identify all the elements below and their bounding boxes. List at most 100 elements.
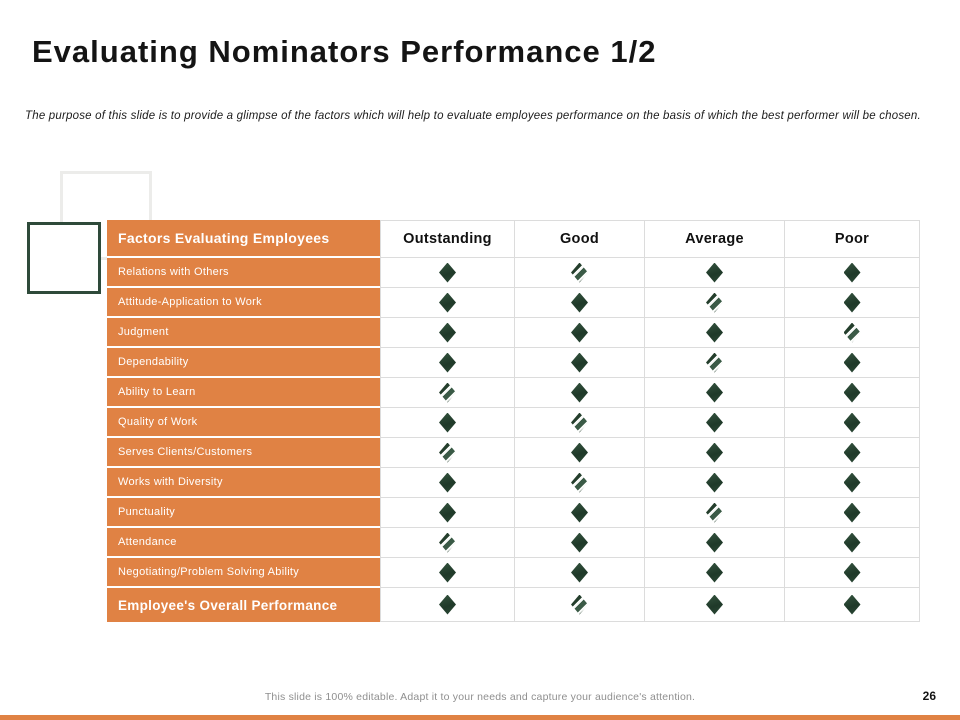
rating-cell bbox=[785, 498, 920, 528]
rating-cell bbox=[380, 588, 515, 622]
rating-cell bbox=[645, 528, 785, 558]
rating-cell bbox=[515, 498, 645, 528]
column-header-outstanding: Outstanding bbox=[380, 220, 515, 258]
diamond-solid-icon bbox=[843, 262, 861, 283]
row-label: Dependability bbox=[107, 348, 380, 378]
diamond-slashed-icon bbox=[706, 352, 723, 373]
diamond-solid-icon bbox=[571, 532, 588, 553]
rating-cell bbox=[785, 558, 920, 588]
diamond-solid-icon bbox=[843, 412, 861, 433]
diamond-slashed-icon bbox=[439, 442, 456, 463]
diamond-solid-icon bbox=[571, 382, 588, 403]
rating-cell bbox=[785, 528, 920, 558]
page-title: Evaluating Nominators Performance 1/2 bbox=[32, 34, 657, 69]
rating-cell bbox=[380, 288, 515, 318]
diamond-solid-icon bbox=[439, 412, 456, 433]
rating-cell bbox=[515, 378, 645, 408]
diamond-slashed-icon bbox=[439, 382, 456, 403]
rating-cell bbox=[515, 438, 645, 468]
row-label: Employee's Overall Performance bbox=[107, 588, 380, 622]
diamond-solid-icon bbox=[571, 562, 588, 583]
rating-cell bbox=[645, 408, 785, 438]
rating-cell bbox=[785, 468, 920, 498]
slide-subtitle: The purpose of this slide is to provide … bbox=[25, 110, 921, 122]
diamond-solid-icon bbox=[571, 502, 588, 523]
table-row: Serves Clients/Customers bbox=[107, 438, 920, 468]
table-row: Dependability bbox=[107, 348, 920, 378]
diamond-solid-icon bbox=[843, 472, 861, 493]
table-row: Ability to Learn bbox=[107, 378, 920, 408]
rating-cell bbox=[785, 318, 920, 348]
diamond-solid-icon bbox=[706, 412, 723, 433]
rating-cell bbox=[515, 468, 645, 498]
rating-cell bbox=[515, 528, 645, 558]
page-number: 26 bbox=[922, 689, 936, 703]
table-row: Attendance bbox=[107, 528, 920, 558]
diamond-solid-icon bbox=[843, 594, 861, 615]
diamond-solid-icon bbox=[706, 382, 723, 403]
row-label: Ability to Learn bbox=[107, 378, 380, 408]
diamond-slashed-icon bbox=[706, 502, 723, 523]
table-row: Quality of Work bbox=[107, 408, 920, 438]
diamond-slashed-icon bbox=[571, 262, 588, 283]
diamond-solid-icon bbox=[571, 292, 588, 313]
bottom-accent-bar bbox=[0, 715, 960, 720]
diamond-solid-icon bbox=[439, 322, 456, 343]
diamond-slashed-icon bbox=[843, 322, 861, 343]
row-label: Judgment bbox=[107, 318, 380, 348]
rating-cell bbox=[515, 348, 645, 378]
rating-cell bbox=[515, 318, 645, 348]
table-row: Negotiating/Problem Solving Ability bbox=[107, 558, 920, 588]
diamond-solid-icon bbox=[706, 594, 723, 615]
decorative-square-green bbox=[27, 222, 101, 294]
table-body: Relations with Others Attitude-Applicatio… bbox=[107, 258, 920, 622]
rating-cell bbox=[645, 558, 785, 588]
decorative-square-gray bbox=[60, 171, 152, 260]
diamond-solid-icon bbox=[706, 532, 723, 553]
table-row: Attitude-Application to Work bbox=[107, 288, 920, 318]
footer-note: This slide is 100% editable. Adapt it to… bbox=[264, 691, 696, 703]
table-row: Employee's Overall Performance bbox=[107, 588, 920, 622]
row-label: Attendance bbox=[107, 528, 380, 558]
rating-cell bbox=[645, 438, 785, 468]
rating-cell bbox=[645, 588, 785, 622]
diamond-slashed-icon bbox=[571, 594, 588, 615]
rating-cell bbox=[515, 258, 645, 288]
rating-cell bbox=[645, 378, 785, 408]
diamond-solid-icon bbox=[706, 562, 723, 583]
diamond-solid-icon bbox=[439, 502, 456, 523]
rating-cell bbox=[380, 408, 515, 438]
rating-cell bbox=[515, 558, 645, 588]
rating-cell bbox=[380, 498, 515, 528]
rating-cell bbox=[645, 468, 785, 498]
rating-cell bbox=[785, 408, 920, 438]
rating-cell bbox=[380, 558, 515, 588]
row-label: Quality of Work bbox=[107, 408, 380, 438]
rating-cell bbox=[515, 408, 645, 438]
diamond-solid-icon bbox=[439, 292, 456, 313]
diamond-solid-icon bbox=[439, 352, 456, 373]
row-label: Attitude-Application to Work bbox=[107, 288, 380, 318]
rating-cell bbox=[645, 498, 785, 528]
diamond-solid-icon bbox=[706, 472, 723, 493]
diamond-solid-icon bbox=[571, 442, 588, 463]
row-label: Relations with Others bbox=[107, 258, 380, 288]
diamond-solid-icon bbox=[843, 562, 861, 583]
diamond-slashed-icon bbox=[439, 532, 456, 553]
column-header-good: Good bbox=[515, 220, 645, 258]
diamond-solid-icon bbox=[439, 472, 456, 493]
diamond-slashed-icon bbox=[571, 472, 588, 493]
rating-cell bbox=[380, 468, 515, 498]
table-header-row: Factors Evaluating Employees Outstanding… bbox=[107, 220, 920, 258]
rating-cell bbox=[645, 288, 785, 318]
rating-cell bbox=[785, 348, 920, 378]
rating-cell bbox=[515, 288, 645, 318]
rating-cell bbox=[785, 588, 920, 622]
rating-cell bbox=[785, 378, 920, 408]
table-row: Judgment bbox=[107, 318, 920, 348]
diamond-solid-icon bbox=[439, 562, 456, 583]
diamond-solid-icon bbox=[439, 594, 456, 615]
diamond-solid-icon bbox=[571, 352, 588, 373]
rating-cell bbox=[785, 288, 920, 318]
column-header-poor: Poor bbox=[785, 220, 920, 258]
